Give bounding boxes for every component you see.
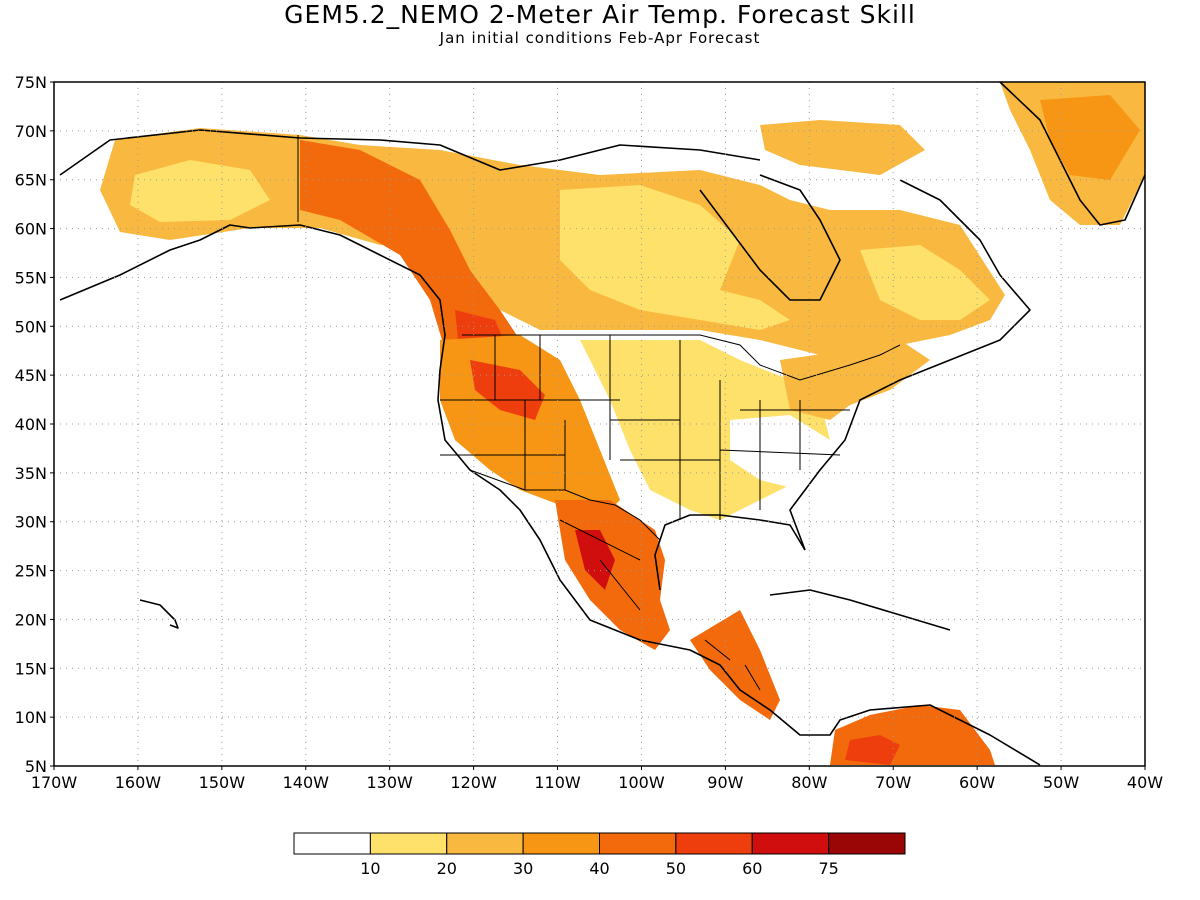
lon-label: 160W bbox=[115, 773, 162, 792]
skill-region-us-east bbox=[780, 340, 930, 420]
skill-region-alaska-interior bbox=[130, 160, 270, 222]
lat-label: 65N bbox=[15, 171, 47, 190]
lon-label: 170W bbox=[31, 773, 78, 792]
skill-region-greenland-core bbox=[1040, 95, 1140, 180]
lon-label: 50W bbox=[1043, 773, 1079, 792]
colorbar-swatch bbox=[446, 832, 524, 855]
lat-label: 75N bbox=[15, 73, 47, 92]
lat-lon-grid bbox=[54, 82, 1145, 766]
lat-label: 60N bbox=[15, 220, 47, 239]
colorbar-label: 50 bbox=[666, 859, 686, 878]
lon-label: 150W bbox=[199, 773, 246, 792]
lat-label: 30N bbox=[15, 513, 47, 532]
coastline-layer bbox=[59, 81, 1146, 766]
lat-label: 55N bbox=[15, 268, 47, 287]
axis-labels-layer: 75N 70N 65N 60N 55N 50N 45N 40N 35N 30N 25N 20N 15N 1… bbox=[15, 73, 1164, 792]
chart-title: GEM5.2_NEMO 2-Meter Air Temp. Forecast S… bbox=[284, 0, 916, 29]
colorbar-label: 10 bbox=[360, 859, 380, 878]
coastline-hudson-bay bbox=[699, 174, 841, 301]
lon-label: 80W bbox=[791, 773, 827, 792]
lon-label: 120W bbox=[450, 773, 497, 792]
coastline-arctic bbox=[59, 129, 761, 176]
border-central-america bbox=[704, 639, 761, 691]
lon-label: 110W bbox=[534, 773, 581, 792]
lon-label: 40W bbox=[1127, 773, 1163, 792]
lat-label: 40N bbox=[15, 415, 47, 434]
colorbar-swatch bbox=[828, 832, 906, 855]
colorbar: 10 20 30 40 50 60 75 bbox=[293, 832, 906, 878]
chart-subtitle: Jan initial conditions Feb-Apr Forecast bbox=[439, 29, 761, 47]
lat-label: 45N bbox=[15, 366, 47, 385]
skill-region-mexico-core bbox=[575, 530, 615, 590]
colorbar-label: 30 bbox=[513, 859, 533, 878]
colorbar-swatch bbox=[522, 832, 600, 855]
colorbar-swatch bbox=[293, 832, 371, 855]
border-states-east bbox=[719, 380, 850, 520]
coastline-east bbox=[789, 179, 1031, 551]
colorbar-label: 20 bbox=[437, 859, 457, 878]
skill-region-hudson-interior bbox=[560, 185, 790, 330]
lat-label: 15N bbox=[15, 659, 47, 678]
colorbar-label: 40 bbox=[589, 859, 609, 878]
coastline-greenland bbox=[999, 81, 1146, 226]
skill-field-layer bbox=[100, 82, 1145, 765]
lon-label: 140W bbox=[283, 773, 330, 792]
border-mexico-states bbox=[559, 519, 641, 611]
lat-label: 5N bbox=[25, 757, 47, 776]
skill-region-south-america-core bbox=[845, 735, 900, 765]
colorbar-swatch bbox=[751, 832, 830, 855]
colorbar-label: 75 bbox=[818, 859, 838, 878]
lon-label: 90W bbox=[707, 773, 743, 792]
lat-label: 10N bbox=[15, 708, 47, 727]
lon-label: 100W bbox=[618, 773, 665, 792]
lat-label: 35N bbox=[15, 464, 47, 483]
coastline-caribbean bbox=[769, 589, 951, 631]
coastline-gulf-mexico bbox=[654, 514, 806, 591]
lat-label: 50N bbox=[15, 317, 47, 336]
coastline-hawaii bbox=[139, 599, 179, 629]
lat-label: 25N bbox=[15, 562, 47, 581]
border-us-canada bbox=[462, 334, 901, 381]
lon-label: 60W bbox=[959, 773, 995, 792]
lon-label: 70W bbox=[875, 773, 911, 792]
coastline-north-america bbox=[59, 224, 1041, 766]
colorbar-label: 60 bbox=[742, 859, 762, 878]
skill-region-quebec bbox=[860, 245, 990, 320]
skill-region-central-america bbox=[690, 610, 780, 720]
lon-label: 130W bbox=[367, 773, 414, 792]
skill-region-arctic-islands bbox=[760, 120, 925, 175]
colorbar-swatch bbox=[369, 832, 448, 855]
skill-region-rockies bbox=[470, 360, 545, 420]
map-frame bbox=[53, 81, 1146, 767]
lat-label: 20N bbox=[15, 610, 47, 629]
border-states-west bbox=[440, 335, 720, 520]
colorbar-swatch bbox=[599, 832, 677, 855]
colorbar-swatch bbox=[675, 832, 753, 855]
lat-label: 70N bbox=[15, 122, 47, 141]
political-borders-layer bbox=[297, 135, 901, 691]
